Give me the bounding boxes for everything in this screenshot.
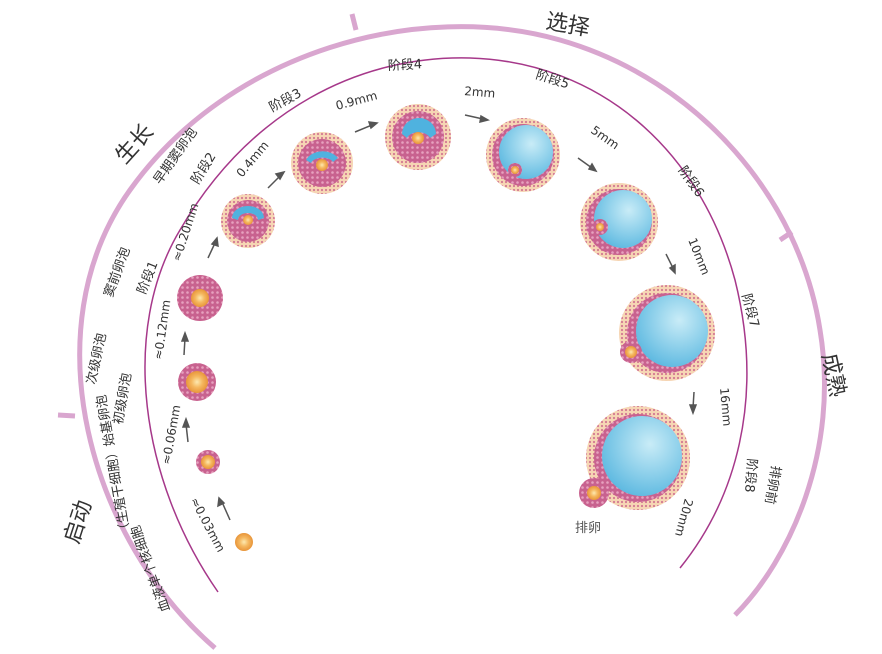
inner-stage-arc: [144, 57, 748, 593]
type-label: 初级卵泡: [111, 372, 135, 426]
antral-follicle-stage7: [619, 285, 715, 381]
phase-divider-tick: [778, 229, 794, 243]
arrow-icon: [577, 157, 593, 169]
early-antral-follicle: [221, 194, 275, 248]
phase-divider-tick: [349, 13, 359, 31]
arrow-icon: [665, 253, 674, 269]
antral-follicle-stage6: [580, 183, 658, 261]
size-label: ≈0.20mm: [170, 201, 202, 263]
phase-label-start: 启动: [60, 497, 97, 547]
type-label: 血液单个核细胞: [129, 523, 174, 614]
outer-phase-arc: [77, 24, 827, 650]
stage-label: 阶段6: [675, 164, 707, 201]
stage-label: 阶段4: [387, 57, 422, 74]
size-label: 0.4mm: [234, 138, 272, 180]
size-label: 10mm: [685, 236, 712, 277]
size-label: 2mm: [464, 84, 496, 101]
arrow-icon: [207, 242, 216, 259]
antral-follicle-stage5: [486, 118, 560, 192]
arrow-icon: [267, 175, 281, 189]
oocyte-cell: [235, 533, 253, 551]
progression-arrows: [180, 114, 698, 521]
secondary-follicle: [177, 275, 223, 321]
size-label: ≈0.06mm: [159, 404, 183, 466]
antral-follicle-stage3: [291, 132, 353, 194]
type-label: 窦前卵泡: [101, 245, 134, 299]
size-label: 0.9mm: [334, 88, 379, 113]
ovulation-label: 排卵: [575, 521, 601, 536]
size-label: 20mm: [672, 497, 696, 538]
stage-label: 阶段1: [135, 259, 162, 296]
primary-follicle: [178, 363, 216, 401]
antral-follicle-stage4: [385, 104, 451, 170]
type-label: 排卵前: [761, 464, 784, 505]
phase-label-maturation: 成熟: [816, 351, 850, 399]
primordial-follicle: [196, 450, 220, 474]
preovulatory-follicle: [579, 406, 690, 510]
arrow-icon: [221, 501, 231, 521]
stage-label: 阶段2: [189, 150, 220, 187]
stage-label: 阶段5: [534, 68, 571, 93]
type-label: 次级卵泡: [83, 332, 109, 386]
size-label: 5mm: [588, 123, 621, 152]
size-label: 16mm: [717, 387, 734, 427]
phase-divider-tick: [57, 412, 76, 419]
stage-label: 阶段8: [741, 458, 759, 493]
follicle-illustrations: [177, 104, 715, 551]
stage-label: 阶段3: [267, 86, 304, 115]
size-label: ≈0.12mm: [151, 299, 173, 361]
arrow-icon: [354, 124, 373, 133]
